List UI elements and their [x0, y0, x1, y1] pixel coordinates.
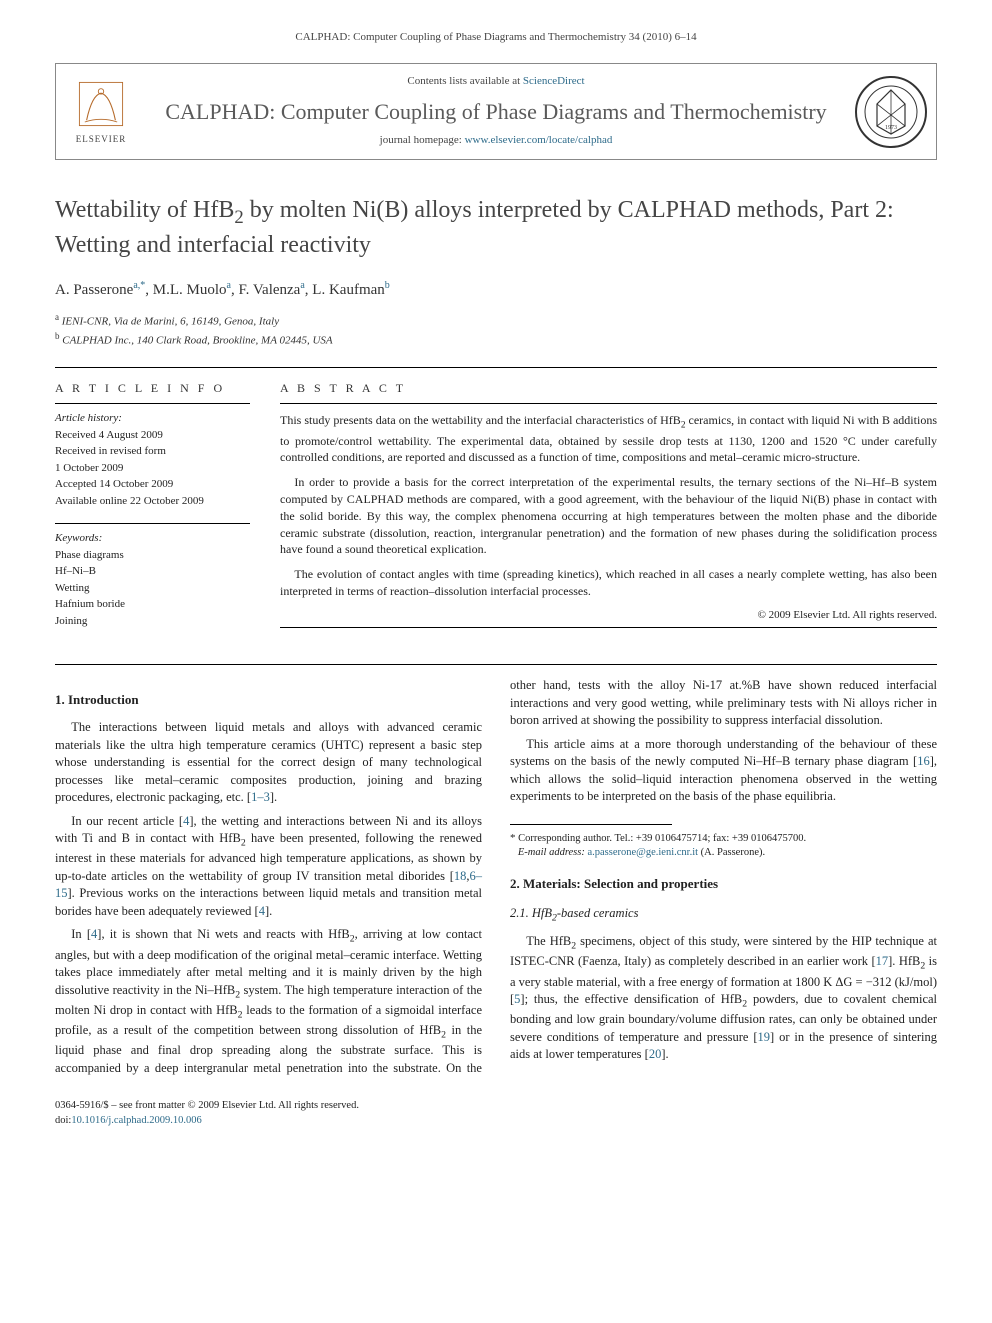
author-list: A. Passeronea,*, M.L. Muoloa, F. Valenza…	[55, 279, 937, 301]
contents-prefix: Contents lists available at	[407, 75, 522, 87]
history-line: Available online 22 October 2009	[55, 493, 250, 510]
ref-link[interactable]: 17	[876, 954, 889, 968]
email-label: E-mail address:	[518, 847, 585, 858]
ref-link[interactable]: 4	[259, 904, 265, 918]
keyword: Wetting	[55, 580, 250, 597]
article-info-heading: A R T I C L E I N F O	[55, 380, 250, 397]
history-line: 1 October 2009	[55, 460, 250, 477]
divider	[55, 664, 937, 665]
footnote-line: * Corresponding author. Tel.: +39 010647…	[510, 831, 937, 847]
keywords-label: Keywords:	[55, 530, 250, 547]
affiliation: a IENI-CNR, Via de Marini, 6, 16149, Gen…	[55, 311, 937, 330]
corresponding-author-footnote: * Corresponding author. Tel.: +39 010647…	[510, 831, 937, 861]
ref-link[interactable]: 1–3	[251, 790, 270, 804]
abstract-para: This study presents data on the wettabil…	[280, 412, 937, 466]
history-line: Received in revised form	[55, 443, 250, 460]
ref-link[interactable]: 6–15	[55, 869, 482, 901]
abstract-block: A B S T R A C T This study presents data…	[280, 380, 937, 636]
abstract-copyright: © 2009 Elsevier Ltd. All rights reserved…	[280, 608, 937, 623]
body-para: The HfB2 specimens, object of this study…	[510, 933, 937, 1063]
footnote-separator	[510, 824, 672, 825]
keywords-block: Keywords: Phase diagrams Hf–Ni–B Wetting…	[55, 530, 250, 629]
homepage-prefix: journal homepage:	[380, 134, 465, 146]
history-line: Accepted 14 October 2009	[55, 476, 250, 493]
publisher-name: ELSEVIER	[76, 133, 127, 146]
body-para: In our recent article [4], the wetting a…	[55, 813, 482, 921]
article-body: 1. Introduction The interactions between…	[55, 677, 937, 1077]
doi-line: doi:10.1016/j.calphad.2009.10.006	[55, 1114, 937, 1129]
divider	[55, 367, 937, 368]
ref-link[interactable]: 5	[514, 992, 520, 1006]
ref-link[interactable]: 4	[91, 927, 97, 941]
running-head: CALPHAD: Computer Coupling of Phase Diag…	[55, 30, 937, 45]
keyword: Hf–Ni–B	[55, 563, 250, 580]
ref-link[interactable]: 4	[183, 814, 189, 828]
doi-label: doi:	[55, 1115, 71, 1126]
section-heading: 2. Materials: Selection and properties	[510, 875, 937, 893]
ref-link[interactable]: 18	[454, 869, 467, 883]
keyword: Joining	[55, 613, 250, 630]
history-label: Article history:	[55, 410, 250, 427]
front-matter-footer: 0364-5916/$ – see front matter © 2009 El…	[55, 1099, 937, 1128]
article-title: Wettability of HfB2 by molten Ni(B) allo…	[55, 195, 937, 261]
ref-link[interactable]: 20	[649, 1047, 662, 1061]
article-info-block: A R T I C L E I N F O Article history: R…	[55, 380, 250, 636]
subsection-heading: 2.1. HfB2-based ceramics	[510, 905, 937, 925]
svg-text:1973: 1973	[885, 125, 897, 131]
keyword: Phase diagrams	[55, 547, 250, 564]
journal-cover-box: 1973	[846, 64, 936, 158]
sciencedirect-link[interactable]: ScienceDirect	[523, 75, 585, 87]
affiliation: b CALPHAD Inc., 140 Clark Road, Brooklin…	[55, 330, 937, 349]
footnote-email-line: E-mail address: a.passerone@ge.ieni.cnr.…	[510, 846, 937, 861]
affiliation-sup: b	[55, 331, 60, 341]
elsevier-logo-icon: ELSEVIER	[66, 73, 136, 151]
abstract-para: The evolution of contact angles with tim…	[280, 566, 937, 600]
calphad-logo-icon: 1973	[855, 76, 927, 148]
body-para: This article aims at a more thorough und…	[510, 736, 937, 806]
abstract-para: In order to provide a basis for the corr…	[280, 474, 937, 558]
contents-available-line: Contents lists available at ScienceDirec…	[154, 74, 838, 89]
affiliation-sup: a	[55, 312, 59, 322]
abstract-heading: A B S T R A C T	[280, 380, 937, 397]
keyword: Hafnium boride	[55, 596, 250, 613]
ref-link[interactable]: 16	[917, 754, 930, 768]
affiliations: a IENI-CNR, Via de Marini, 6, 16149, Gen…	[55, 311, 937, 349]
issn-copyright-line: 0364-5916/$ – see front matter © 2009 El…	[55, 1099, 937, 1114]
body-para: The interactions between liquid metals a…	[55, 719, 482, 807]
corresponding-email-link[interactable]: a.passerone@ge.ieni.cnr.it	[587, 847, 698, 858]
doi-link[interactable]: 10.1016/j.calphad.2009.10.006	[71, 1115, 201, 1126]
journal-title: CALPHAD: Computer Coupling of Phase Diag…	[154, 98, 838, 126]
affiliation-text: IENI-CNR, Via de Marini, 6, 16149, Genoa…	[62, 316, 279, 328]
email-author: (A. Passerone).	[701, 847, 765, 858]
journal-masthead: ELSEVIER Contents lists available at Sci…	[55, 63, 937, 159]
history-line: Received 4 August 2009	[55, 427, 250, 444]
article-history: Article history: Received 4 August 2009 …	[55, 410, 250, 509]
affiliation-text: CALPHAD Inc., 140 Clark Road, Brookline,…	[62, 335, 332, 347]
journal-homepage-link[interactable]: www.elsevier.com/locate/calphad	[465, 134, 613, 146]
section-heading: 1. Introduction	[55, 691, 482, 709]
publisher-logo-box: ELSEVIER	[56, 64, 146, 158]
ref-link[interactable]: 19	[758, 1030, 771, 1044]
journal-homepage-line: journal homepage: www.elsevier.com/locat…	[154, 133, 838, 148]
